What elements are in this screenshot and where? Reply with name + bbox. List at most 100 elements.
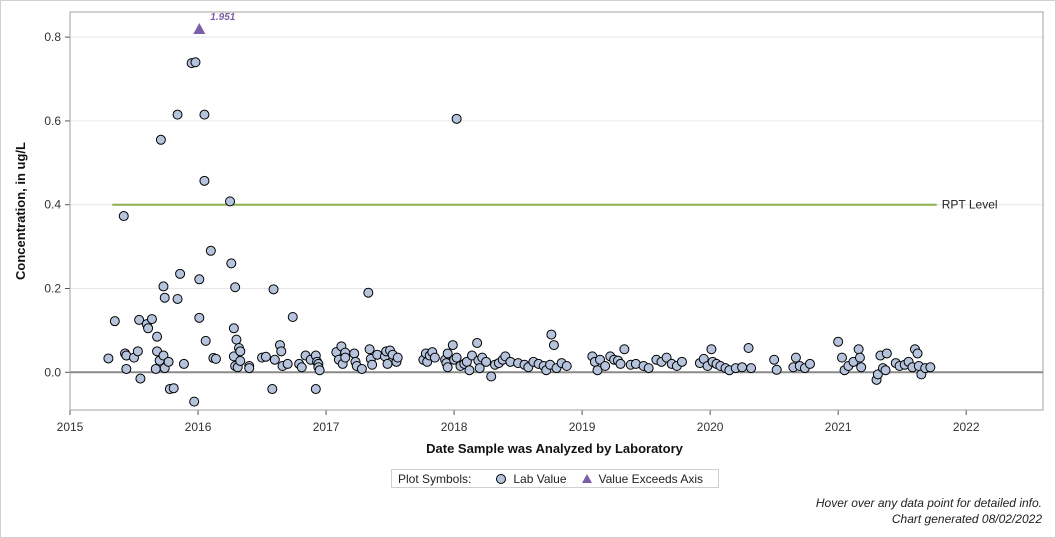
data-point[interactable] bbox=[235, 355, 246, 366]
data-point[interactable] bbox=[881, 348, 892, 359]
data-point[interactable] bbox=[152, 331, 163, 342]
data-point[interactable] bbox=[451, 352, 462, 363]
x-tick-label: 2022 bbox=[953, 420, 980, 434]
data-point[interactable] bbox=[194, 312, 205, 323]
y-tick-label: 0.8 bbox=[44, 30, 61, 44]
data-points[interactable] bbox=[103, 23, 936, 407]
data-point[interactable] bbox=[143, 323, 154, 334]
data-point[interactable] bbox=[134, 314, 145, 325]
data-point[interactable] bbox=[447, 340, 458, 351]
data-point[interactable] bbox=[442, 348, 453, 359]
data-point[interactable] bbox=[199, 109, 210, 120]
data-point[interactable] bbox=[282, 358, 293, 369]
data-point[interactable] bbox=[267, 384, 278, 395]
data-point[interactable] bbox=[356, 363, 367, 374]
data-point[interactable] bbox=[235, 346, 246, 357]
data-point[interactable] bbox=[190, 57, 201, 68]
data-point[interactable] bbox=[175, 268, 186, 279]
data-point[interactable] bbox=[546, 329, 557, 340]
data-point[interactable] bbox=[158, 281, 169, 292]
data-point[interactable] bbox=[548, 340, 559, 351]
data-point[interactable] bbox=[135, 373, 146, 384]
data-point[interactable] bbox=[228, 323, 239, 334]
data-point[interactable] bbox=[189, 396, 200, 407]
data-point[interactable] bbox=[172, 293, 183, 304]
data-point[interactable] bbox=[268, 284, 279, 295]
data-point[interactable] bbox=[804, 358, 815, 369]
data-point[interactable] bbox=[880, 365, 891, 376]
data-point[interactable] bbox=[118, 211, 129, 222]
data-point[interactable] bbox=[225, 196, 236, 207]
data-point[interactable] bbox=[912, 348, 923, 359]
data-point[interactable] bbox=[314, 365, 325, 376]
y-tick-label: 0.0 bbox=[44, 365, 61, 379]
data-point[interactable] bbox=[260, 351, 271, 362]
data-point[interactable] bbox=[442, 362, 453, 373]
x-tick-label: 2018 bbox=[441, 420, 468, 434]
data-point[interactable] bbox=[199, 175, 210, 186]
data-point[interactable] bbox=[230, 282, 241, 293]
data-point[interactable] bbox=[226, 258, 237, 269]
data-point[interactable] bbox=[429, 352, 440, 363]
data-point[interactable] bbox=[592, 365, 603, 376]
data-point[interactable] bbox=[737, 362, 748, 373]
data-point[interactable] bbox=[561, 361, 572, 372]
data-point[interactable] bbox=[103, 353, 114, 364]
data-point[interactable] bbox=[643, 363, 654, 374]
data-point[interactable] bbox=[472, 337, 483, 348]
data-point[interactable] bbox=[163, 356, 174, 367]
data-point[interactable] bbox=[854, 352, 865, 363]
data-point[interactable] bbox=[231, 334, 242, 345]
data-point[interactable] bbox=[451, 113, 462, 124]
data-point[interactable] bbox=[200, 335, 211, 346]
data-point[interactable] bbox=[474, 363, 485, 374]
legend: Plot Symbols: Lab Value Value Exceeds Ax… bbox=[391, 469, 719, 488]
data-point[interactable] bbox=[109, 316, 120, 327]
data-point[interactable] bbox=[771, 364, 782, 375]
data-point[interactable] bbox=[706, 344, 717, 355]
data-point[interactable] bbox=[155, 134, 166, 145]
data-point[interactable] bbox=[244, 363, 255, 374]
data-point[interactable] bbox=[349, 348, 360, 359]
data-point[interactable] bbox=[853, 344, 864, 355]
data-point[interactable] bbox=[392, 352, 403, 363]
data-point[interactable] bbox=[146, 314, 157, 325]
data-point[interactable] bbox=[310, 384, 321, 395]
data-point[interactable] bbox=[836, 352, 847, 363]
data-point[interactable] bbox=[382, 358, 393, 369]
data-point[interactable] bbox=[194, 274, 205, 285]
data-point[interactable] bbox=[481, 356, 492, 367]
data-point[interactable] bbox=[790, 352, 801, 363]
data-point[interactable] bbox=[464, 365, 475, 376]
data-point[interactable] bbox=[178, 358, 189, 369]
data-point[interactable] bbox=[833, 336, 844, 347]
data-point[interactable] bbox=[364, 344, 375, 355]
data-point[interactable] bbox=[276, 346, 287, 357]
data-point[interactable] bbox=[600, 361, 611, 372]
data-point[interactable] bbox=[619, 344, 630, 355]
data-point[interactable] bbox=[172, 109, 183, 120]
data-point[interactable] bbox=[615, 358, 626, 369]
data-point[interactable] bbox=[769, 354, 780, 365]
data-point[interactable] bbox=[121, 363, 132, 374]
data-point[interactable] bbox=[367, 359, 378, 370]
data-point[interactable] bbox=[132, 346, 143, 357]
data-point[interactable] bbox=[150, 363, 161, 374]
data-point[interactable] bbox=[486, 371, 497, 382]
data-point[interactable] bbox=[168, 383, 179, 394]
data-point[interactable] bbox=[363, 287, 374, 298]
data-point[interactable] bbox=[210, 353, 221, 364]
data-point[interactable] bbox=[296, 362, 307, 373]
exceeds-axis-marker[interactable] bbox=[193, 23, 206, 34]
data-point[interactable] bbox=[287, 311, 298, 322]
data-point[interactable] bbox=[159, 292, 170, 303]
data-point[interactable] bbox=[676, 356, 687, 367]
data-point[interactable] bbox=[856, 362, 867, 373]
data-point[interactable] bbox=[746, 363, 757, 374]
data-point[interactable] bbox=[205, 245, 216, 256]
legend-item-value-exceeds-axis: Value Exceeds Axis bbox=[598, 471, 704, 486]
data-point[interactable] bbox=[925, 362, 936, 373]
data-point[interactable] bbox=[269, 354, 280, 365]
data-point[interactable] bbox=[340, 352, 351, 363]
data-point[interactable] bbox=[743, 342, 754, 353]
